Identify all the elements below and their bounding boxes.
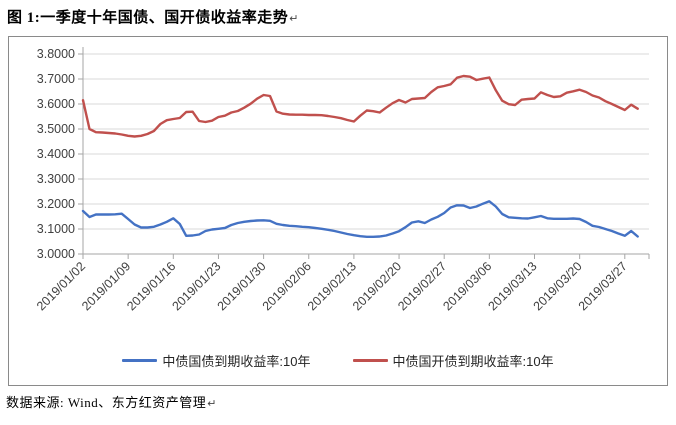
paragraph-return-mark: ↵ <box>289 13 299 25</box>
y-tick-label: 3.1000 <box>37 222 75 236</box>
y-tick-label: 3.0000 <box>37 247 75 261</box>
paragraph-return-mark: ↵ <box>207 398 217 410</box>
y-tick-label: 3.6000 <box>37 97 75 111</box>
x-tick-label: 2019/03/27 <box>576 259 630 313</box>
legend-line-sample-red <box>352 359 388 362</box>
legend-label-treasury: 中债国债到期收益率:10年 <box>162 354 311 369</box>
y-tick-label: 3.2000 <box>37 197 75 211</box>
series-line-1 <box>81 74 639 138</box>
series-line-0 <box>81 200 639 239</box>
legend-item-cdb: 中债国开债到期收益率:10年 <box>352 351 554 370</box>
chart-legend: 中债国债到期收益率:10年 中债国开债到期收益率:10年 <box>9 351 667 370</box>
y-tick-label: 3.8000 <box>37 47 75 61</box>
figure-title-text: 图 1:一季度十年国债、国开债收益率走势 <box>7 10 289 26</box>
chart-frame: 3.0000 3.1000 3.2000 3.3000 3.4000 3.5000 3.60… <box>8 36 668 386</box>
data-source-text: 数据来源: Wind、东方红资产管理 <box>6 395 207 410</box>
legend-label-cdb: 中债国开债到期收益率:10年 <box>392 354 554 369</box>
line-chart: 3.0000 3.1000 3.2000 3.3000 3.4000 3.5000 3.60… <box>34 47 650 313</box>
data-source-note: 数据来源: Wind、东方红资产管理↵ <box>6 392 217 411</box>
legend-line-sample-blue <box>122 359 158 362</box>
y-tick-label: 3.3000 <box>37 172 75 186</box>
figure-title: 图 1:一季度十年国债、国开债收益率走势↵ <box>7 6 299 27</box>
y-tick-label: 3.5000 <box>37 122 75 136</box>
y-tick-label: 3.7000 <box>37 72 75 86</box>
y-tick-label: 3.4000 <box>37 147 75 161</box>
legend-item-treasury: 中债国债到期收益率:10年 <box>122 351 311 370</box>
